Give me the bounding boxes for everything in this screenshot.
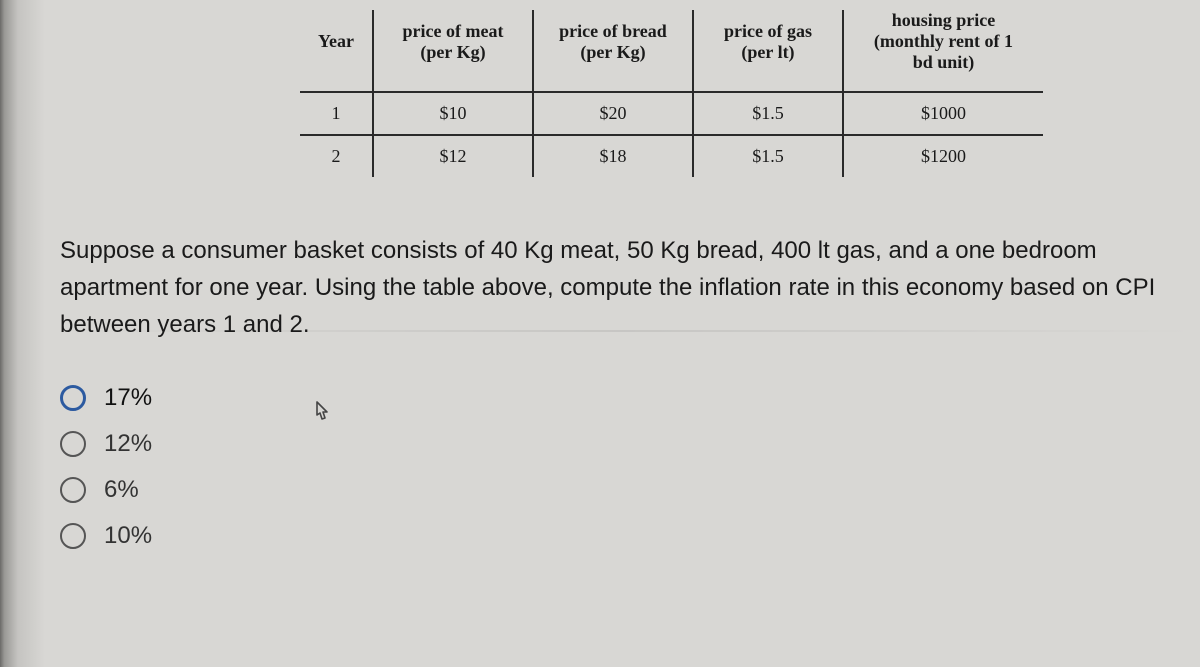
answer-label: 17%	[104, 384, 152, 412]
col-header-bread-l2: (per Kg)	[552, 42, 674, 63]
answer-option-10[interactable]: 10%	[60, 522, 1180, 550]
col-header-bread: price of bread (per Kg)	[533, 10, 693, 92]
radio-icon	[60, 477, 86, 503]
answer-options: 17% 12% 6% 10%	[60, 384, 1180, 550]
col-header-gas-l2: (per lt)	[712, 42, 824, 63]
answer-option-12[interactable]: 12%	[60, 430, 1180, 458]
answer-label: 10%	[104, 522, 152, 550]
cell-house-1: $1000	[843, 92, 1043, 135]
col-header-house-l2: (monthly rent of 1	[862, 31, 1025, 52]
radio-icon	[60, 523, 86, 549]
cell-house-2: $1200	[843, 135, 1043, 177]
cell-year-1: 1	[300, 92, 373, 135]
col-header-meat-l2: (per Kg)	[392, 42, 514, 63]
answer-option-17[interactable]: 17%	[60, 384, 1180, 412]
cell-year-2: 2	[300, 135, 373, 177]
col-header-house-l1: housing price	[892, 10, 996, 30]
radio-icon	[60, 431, 86, 457]
col-header-year: Year	[300, 10, 373, 92]
col-header-meat: price of meat (per Kg)	[373, 10, 533, 92]
cell-bread-1: $20	[533, 92, 693, 135]
col-header-gas-l1: price of gas	[724, 21, 812, 41]
cell-meat-2: $12	[373, 135, 533, 177]
cell-bread-2: $18	[533, 135, 693, 177]
col-header-meat-l1: price of meat	[403, 21, 504, 41]
answer-label: 12%	[104, 430, 152, 458]
page-binding-shadow	[0, 0, 45, 667]
radio-icon	[60, 385, 86, 411]
col-header-year-l1: Year	[318, 31, 354, 51]
page-content: Year price of meat (per Kg) price of bre…	[60, 0, 1180, 568]
col-header-house-l3: bd unit)	[862, 52, 1025, 73]
answer-option-6[interactable]: 6%	[60, 476, 1180, 504]
table-row: 1 $10 $20 $1.5 $1000	[300, 92, 1043, 135]
table-header-row: Year price of meat (per Kg) price of bre…	[300, 10, 1043, 92]
cell-meat-1: $10	[373, 92, 533, 135]
answer-label: 6%	[104, 476, 139, 504]
table-row: 2 $12 $18 $1.5 $1200	[300, 135, 1043, 177]
price-table: Year price of meat (per Kg) price of bre…	[300, 10, 1043, 177]
col-header-house: housing price (monthly rent of 1 bd unit…	[843, 10, 1043, 92]
cell-gas-1: $1.5	[693, 92, 843, 135]
cell-gas-2: $1.5	[693, 135, 843, 177]
col-header-bread-l1: price of bread	[559, 21, 667, 41]
col-header-gas: price of gas (per lt)	[693, 10, 843, 92]
question-text: Suppose a consumer basket consists of 40…	[60, 232, 1180, 344]
